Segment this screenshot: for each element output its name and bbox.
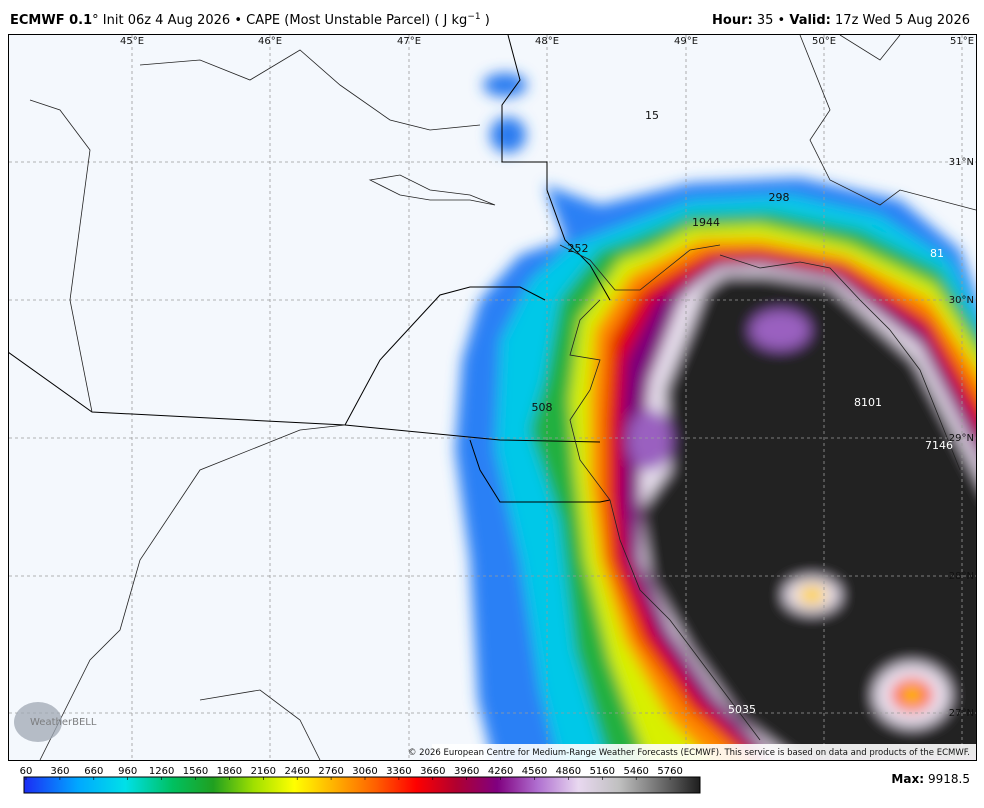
copyright-box [432, 744, 976, 760]
cape-field [455, 73, 976, 760]
valid-value: 17z Wed 5 Aug 2026 [831, 13, 970, 28]
colorbar-tick-label: 2160 [251, 766, 276, 777]
colorbar-tick-label: 5760 [657, 766, 682, 777]
point-values: 15 298 1944 252 81 508 8101 7146 5035 [532, 109, 954, 716]
point-value: 81 [930, 247, 944, 260]
colorbar-tick-label: 4860 [556, 766, 581, 777]
lon-label: 51°E [950, 36, 974, 47]
map: 45°E 46°E 47°E 48°E 49°E 50°E 51°E 31°N … [9, 35, 976, 760]
hour-value: 35 • [753, 13, 790, 28]
unit-exponent: −1 [467, 12, 480, 22]
unit-close: ) [481, 13, 490, 28]
lat-label: 31°N [949, 157, 974, 168]
lon-labels: 45°E 46°E 47°E 48°E 49°E 50°E 51°E [120, 36, 974, 47]
point-value: 7146 [925, 439, 953, 452]
lat-label: 29°N [949, 433, 974, 444]
colorbar-tick-label: 4260 [488, 766, 513, 777]
point-value: 1944 [692, 216, 720, 229]
point-value: 8101 [854, 396, 882, 409]
colorbar-tick-label: 2460 [284, 766, 309, 777]
lon-label: 45°E [120, 36, 144, 47]
colorbar-tick-label: 3660 [420, 766, 445, 777]
colorbar-tick-label: 660 [84, 766, 103, 777]
lat-label: 27°N [949, 708, 974, 719]
hour-label: Hour: [712, 13, 753, 28]
logo: WeatherBELL [14, 702, 97, 742]
lon-label: 48°E [535, 36, 559, 47]
colorbar-tick-label: 3060 [352, 766, 377, 777]
point-value: 15 [645, 109, 659, 122]
copyright: © 2026 European Centre for Medium-Range … [408, 748, 970, 758]
lat-labels: 31°N 30°N 29°N 28°N 27°N [949, 157, 974, 719]
colorbar-tick-label: 2760 [318, 766, 343, 777]
model: ECMWF 0.1 [10, 13, 92, 28]
colorbar-tick-label: 3360 [386, 766, 411, 777]
colorbar-tick-label: 5460 [623, 766, 648, 777]
colorbar-tick-label: 1560 [183, 766, 208, 777]
lon-label: 47°E [397, 36, 421, 47]
graticule [9, 35, 976, 760]
max-label: Max: [891, 772, 924, 786]
header-left: ECMWF 0.1° Init 06z 4 Aug 2026 • CAPE (M… [10, 12, 490, 28]
colorbar-tick-label: 1260 [149, 766, 174, 777]
logo-text: WeatherBELL [30, 717, 97, 728]
point-value: 5035 [728, 703, 756, 716]
lon-label: 50°E [812, 36, 836, 47]
point-value: 508 [532, 401, 553, 414]
lon-label: 46°E [258, 36, 282, 47]
lon-label: 49°E [674, 36, 698, 47]
colorbar-tick-label: 360 [50, 766, 69, 777]
valid-label: Valid: [789, 13, 831, 28]
header-right: Hour: 35 • Valid: 17z Wed 5 Aug 2026 [712, 13, 970, 28]
point-value: 298 [769, 191, 790, 204]
borders [9, 35, 976, 760]
colorbar [23, 776, 701, 794]
colorbar-ticks: 60 360 660 960 1260 1560 1860 2160 2460 2760 3060 3… [20, 766, 683, 780]
lat-label: 28°N [949, 571, 974, 582]
colorbar-tick-label: 3960 [454, 766, 479, 777]
max: Max: 9918.5 [891, 772, 970, 786]
max-value: 9918.5 [928, 772, 970, 786]
lat-label: 30°N [949, 295, 974, 306]
colorbar-tick-label: 960 [118, 766, 137, 777]
colorbar-tick-label: 4560 [522, 766, 547, 777]
run-info: ° Init 06z 4 Aug 2026 • CAPE (Most Unsta… [92, 13, 467, 28]
colorbar-tick-label: 1860 [217, 766, 242, 777]
point-value: 252 [568, 242, 589, 255]
colorbar-tick-label: 5160 [590, 766, 615, 777]
colorbar-tick-label: 60 [20, 766, 33, 777]
